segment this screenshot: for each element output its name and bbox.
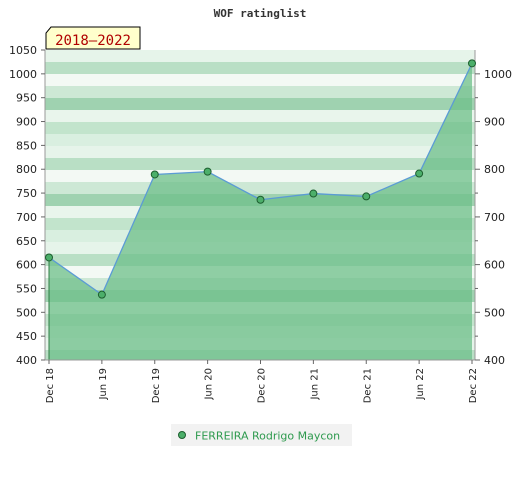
legend-label: FERREIRA Rodrigo Maycon	[195, 430, 340, 443]
left-tick-label: 700	[16, 211, 37, 224]
background-band	[45, 146, 475, 158]
x-tick-label: Dec 18	[45, 368, 56, 403]
x-axis-ticks: Dec 18 Jun 19 Dec 19 Jun 20 Dec 20 Jun 21 Dec …	[45, 360, 479, 403]
left-tick-label: 950	[16, 92, 37, 105]
x-tick-label: Jun 20	[204, 368, 215, 401]
right-axis-ticks: 400 500 600 700 800 900 1000	[475, 68, 512, 367]
left-tick-label: 900	[16, 116, 37, 129]
left-tick-label: 1000	[9, 68, 37, 81]
period-badge-text: 2018–2022	[55, 33, 131, 49]
left-tick-label: 650	[16, 235, 37, 248]
data-point	[362, 192, 371, 201]
left-tick-label: 400	[16, 354, 37, 367]
x-tick-label: Jun 22	[415, 368, 426, 401]
left-tick-label: 850	[16, 139, 37, 152]
right-tick-label: 400	[484, 354, 505, 367]
left-axis-ticks: 400 450 500 550 600 650 700 750 800 850 900 950 1000…	[9, 44, 45, 367]
data-point	[415, 169, 424, 178]
background-band	[45, 74, 475, 86]
period-badge: 2018–2022	[45, 26, 141, 50]
x-tick-label: Jun 19	[98, 368, 109, 401]
left-tick-label: 1050	[9, 44, 37, 57]
data-point	[150, 170, 159, 179]
right-tick-label: 800	[484, 163, 505, 176]
background-band	[45, 50, 475, 62]
series-points	[45, 59, 476, 299]
background-band	[45, 86, 475, 98]
background-band	[45, 98, 475, 110]
data-point	[97, 290, 106, 299]
left-tick-label: 550	[16, 282, 37, 295]
right-tick-label: 700	[484, 211, 505, 224]
x-tick-label: Dec 20	[257, 368, 268, 403]
legend: FERREIRA Rodrigo Maycon	[171, 424, 352, 446]
chart-title: WOF ratinglist	[214, 7, 307, 20]
x-tick-label: Dec 22	[468, 368, 479, 403]
left-tick-label: 750	[16, 187, 37, 200]
x-tick-label: Dec 19	[151, 368, 162, 403]
left-tick-label: 450	[16, 330, 37, 343]
background-band	[45, 158, 475, 170]
legend-marker	[178, 431, 186, 439]
right-tick-label: 600	[484, 259, 505, 272]
right-tick-label: 900	[484, 116, 505, 129]
left-tick-label: 800	[16, 163, 37, 176]
left-tick-label: 500	[16, 306, 37, 319]
data-point	[203, 167, 212, 176]
data-point	[309, 189, 318, 198]
background-band	[45, 122, 475, 134]
background-band	[45, 110, 475, 122]
background-band	[45, 62, 475, 74]
series-area-fill	[49, 63, 472, 360]
data-point	[45, 253, 53, 262]
x-tick-label: Jun 21	[309, 368, 320, 401]
data-point	[256, 195, 265, 204]
left-tick-label: 600	[16, 259, 37, 272]
right-tick-label: 1000	[484, 68, 512, 81]
data-point	[468, 59, 476, 68]
background-band	[45, 134, 475, 146]
x-tick-label: Dec 21	[362, 368, 373, 403]
right-tick-label: 500	[484, 306, 505, 319]
